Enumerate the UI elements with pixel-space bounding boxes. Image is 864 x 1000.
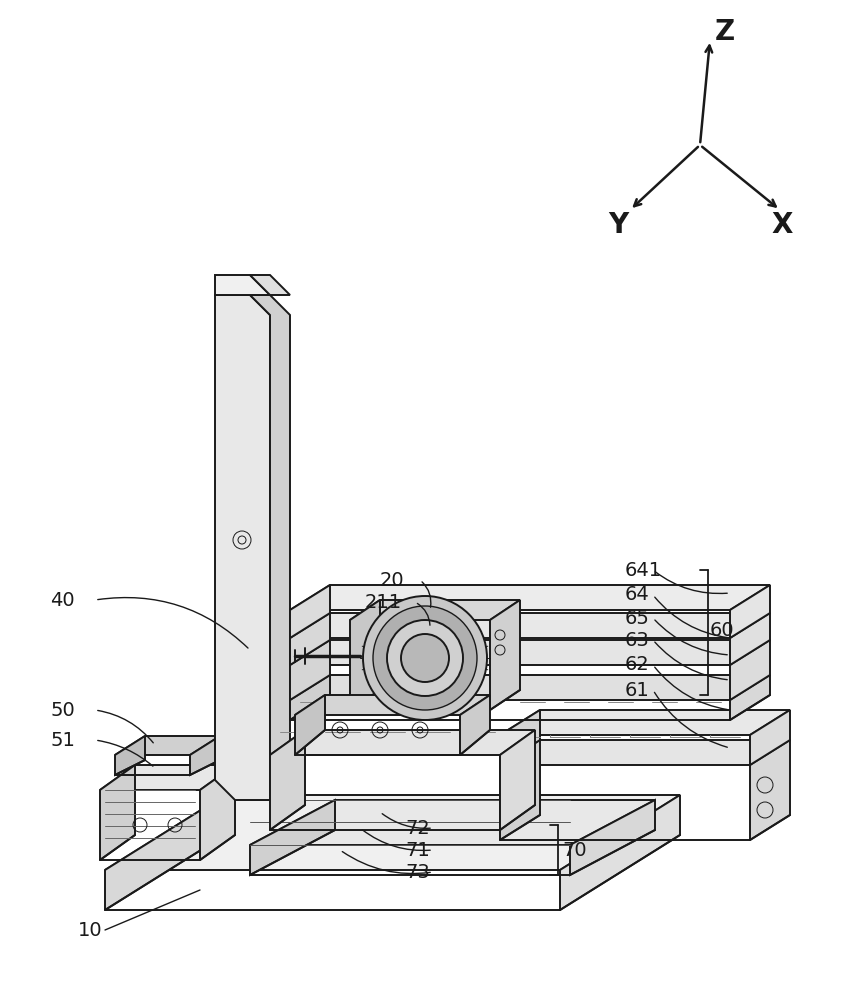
Polygon shape bbox=[350, 600, 520, 620]
Text: 51: 51 bbox=[50, 730, 75, 750]
Circle shape bbox=[401, 634, 449, 682]
Polygon shape bbox=[730, 613, 770, 665]
Polygon shape bbox=[290, 640, 330, 700]
Text: 70: 70 bbox=[562, 840, 587, 859]
Text: 64: 64 bbox=[625, 585, 650, 604]
Circle shape bbox=[373, 606, 477, 710]
Polygon shape bbox=[290, 585, 330, 638]
Polygon shape bbox=[100, 765, 235, 790]
Polygon shape bbox=[290, 613, 330, 665]
Polygon shape bbox=[730, 585, 770, 638]
Text: 20: 20 bbox=[380, 570, 404, 589]
Polygon shape bbox=[215, 295, 270, 800]
Circle shape bbox=[363, 596, 487, 720]
Text: 50: 50 bbox=[50, 700, 75, 720]
Text: 10: 10 bbox=[78, 920, 103, 940]
Text: Y: Y bbox=[608, 211, 628, 239]
Polygon shape bbox=[460, 695, 490, 755]
Text: Z: Z bbox=[715, 18, 735, 46]
Text: 60: 60 bbox=[710, 620, 734, 640]
Polygon shape bbox=[500, 740, 540, 840]
Text: 62: 62 bbox=[625, 656, 650, 674]
Polygon shape bbox=[115, 736, 220, 755]
Polygon shape bbox=[115, 736, 145, 775]
Text: 71: 71 bbox=[405, 840, 429, 859]
Polygon shape bbox=[215, 275, 270, 295]
Polygon shape bbox=[570, 800, 655, 875]
Text: 72: 72 bbox=[405, 818, 429, 838]
Text: 61: 61 bbox=[625, 680, 650, 700]
Polygon shape bbox=[730, 675, 770, 720]
Text: 40: 40 bbox=[50, 590, 74, 609]
Text: 65: 65 bbox=[625, 608, 650, 628]
Circle shape bbox=[387, 620, 463, 696]
Polygon shape bbox=[100, 765, 135, 860]
Polygon shape bbox=[250, 800, 655, 845]
Text: X: X bbox=[772, 211, 792, 239]
Polygon shape bbox=[270, 730, 305, 830]
Polygon shape bbox=[290, 675, 330, 720]
Polygon shape bbox=[250, 800, 335, 875]
Polygon shape bbox=[730, 640, 770, 700]
Polygon shape bbox=[750, 710, 790, 765]
Polygon shape bbox=[500, 740, 790, 765]
Polygon shape bbox=[500, 730, 535, 830]
Polygon shape bbox=[500, 710, 790, 735]
Polygon shape bbox=[290, 675, 770, 700]
Polygon shape bbox=[490, 600, 520, 710]
Polygon shape bbox=[105, 795, 680, 870]
Polygon shape bbox=[290, 613, 770, 638]
Polygon shape bbox=[290, 640, 770, 665]
Polygon shape bbox=[750, 740, 790, 840]
Text: 211: 211 bbox=[365, 592, 402, 611]
Text: 73: 73 bbox=[405, 862, 429, 882]
Polygon shape bbox=[290, 585, 770, 610]
Polygon shape bbox=[560, 795, 680, 910]
Polygon shape bbox=[250, 275, 290, 295]
Polygon shape bbox=[250, 295, 290, 800]
Text: 641: 641 bbox=[625, 560, 662, 580]
Polygon shape bbox=[270, 730, 535, 755]
Polygon shape bbox=[295, 695, 490, 715]
Text: 63: 63 bbox=[625, 631, 650, 650]
Polygon shape bbox=[350, 600, 380, 710]
Polygon shape bbox=[200, 765, 235, 860]
Polygon shape bbox=[190, 736, 220, 775]
Polygon shape bbox=[295, 695, 325, 755]
Polygon shape bbox=[105, 795, 225, 910]
Polygon shape bbox=[500, 710, 540, 765]
